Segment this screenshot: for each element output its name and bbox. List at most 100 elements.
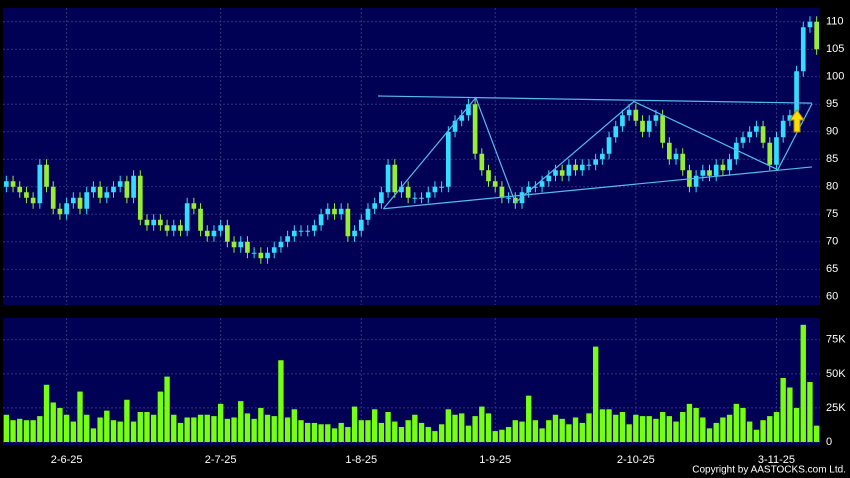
volume-bar [680,412,686,442]
volume-bar [150,414,157,442]
candle-body [600,153,605,160]
candle-body [131,175,136,198]
volume-bar [485,413,492,442]
volume-bar [351,406,358,442]
volume-bar [231,417,237,442]
volume-bar [97,417,103,442]
candle-body [251,252,257,254]
volume-bar [398,427,405,442]
volume-bar [606,409,612,442]
volume-bar [144,412,150,442]
candle-body [553,170,558,176]
volume-bar [653,418,659,442]
volume-bar [211,416,217,442]
candle-body [4,181,9,187]
y-tick-label: 90 [826,126,838,138]
marks: 60 65 70 75 80 85 90 95 100 105 110 0 25K 50K 75K 2-6-2… [3,8,846,466]
candle-body [794,71,799,116]
candle-body [318,214,324,226]
volume-bar [659,412,666,442]
candle-body [224,225,230,242]
candle-body [117,181,123,187]
volume-bar [177,422,184,442]
volume-bar [760,420,766,442]
candle-body [291,230,297,237]
volume-bar [405,420,411,442]
volume-bar [713,422,719,442]
candle-body [111,186,116,193]
candle-body [733,142,739,160]
volume-bar [492,431,498,442]
candle-body [178,225,183,231]
candle-body [693,175,699,187]
volume-bar [505,427,512,442]
candle-body [807,21,813,28]
volume-bar [298,420,304,442]
candle-body [412,197,418,199]
candle-body [499,186,505,198]
volume-bar [365,420,371,442]
volume-bar [278,360,284,442]
candle-body [452,120,458,132]
volume-bar [686,403,693,442]
volume-bar [271,416,277,442]
x-tick-label: 2-7-25 [205,454,237,466]
volume-bar [224,418,231,442]
volume-bar [84,414,90,442]
y-tick-label: 60 [826,291,838,303]
volume-bar [284,417,291,442]
y-tick-label: 110 [826,16,844,28]
copyright: Copyright by AASTOCKS.com Ltd. [692,465,846,476]
candle-body [238,241,244,248]
candle-body [379,192,384,204]
candle-body [245,241,250,253]
candle-body [325,208,331,215]
candle-body [479,153,485,171]
volume-bar [50,402,56,442]
candle-body [198,208,203,231]
price-panel [3,8,820,305]
candle-body [486,170,491,182]
y-tick-label: 0 [826,436,832,448]
volume-bar [318,424,324,442]
volume-bar [345,427,351,442]
candle-body [57,208,63,215]
volume-bar [137,412,143,442]
volume-bar [613,414,619,442]
candle-body [633,109,639,121]
candle-body [506,197,511,199]
volume-bar [331,428,338,442]
volume-bar [305,422,311,442]
volume-bar [191,417,197,442]
candle-body [539,181,545,187]
candle-body [24,192,29,198]
candle-body [204,230,210,237]
candle-body [305,230,311,232]
volume-bar [110,420,117,442]
volume-bar [130,421,137,442]
candle-body [392,164,398,193]
volume-bar [459,413,465,442]
candle-body [579,164,585,171]
volume-bar [251,418,257,442]
x-tick-label: 2-10-25 [617,454,655,466]
volume-bar [479,406,485,442]
volume-bar [418,422,425,442]
volume-bar [700,417,706,442]
candle-body [50,186,56,209]
volume-bar [452,414,458,442]
volume-bar [338,422,344,442]
volume-bar [807,382,813,442]
volume-bar [57,407,63,442]
candle-body [365,208,371,220]
arrow-icon [789,109,805,133]
candle-body [760,126,766,143]
x-tick-label: 1-9-25 [479,454,511,466]
candle-body [64,203,69,215]
volume-bar [499,429,505,442]
candle-body [512,197,518,204]
candle-body [673,153,679,160]
y-tick-label: 75 [826,208,838,220]
volume-bar [117,421,123,442]
